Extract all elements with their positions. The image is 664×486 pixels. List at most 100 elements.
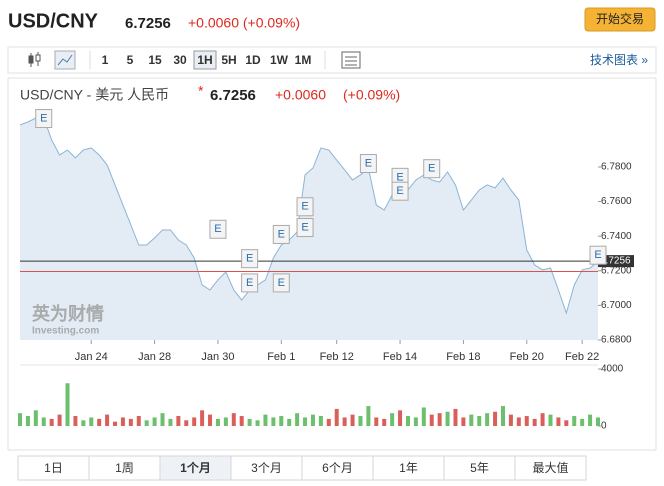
volume-bar [279, 416, 284, 426]
event-label: E [278, 277, 285, 289]
volume-bar [437, 413, 442, 426]
event-marker[interactable] [241, 273, 259, 293]
candle-icon[interactable] [28, 52, 41, 67]
event-marker[interactable] [272, 224, 290, 244]
volume-bar [184, 420, 189, 426]
event-label: E [594, 249, 601, 261]
volume-bar [263, 414, 268, 426]
event-label: E [365, 157, 372, 169]
event-marker[interactable] [241, 249, 259, 269]
event-marker[interactable] [296, 218, 314, 238]
y-tick-label: 6.7600 [601, 196, 632, 207]
event-label: E [396, 171, 403, 183]
volume-bar [556, 417, 561, 426]
interval[interactable]: 5 [127, 53, 134, 67]
chart-price: 6.7256 [210, 87, 256, 104]
range-tab-label[interactable]: 1日 [44, 461, 63, 475]
event-marker[interactable] [272, 273, 290, 293]
volume-bar [405, 416, 410, 426]
volume-bar [540, 413, 545, 426]
volume-bar [350, 414, 355, 426]
range-tab-label[interactable]: 1周 [115, 461, 134, 475]
volume-bar [271, 417, 276, 426]
trade-button[interactable] [584, 7, 656, 32]
range-tab-label[interactable]: 3个月 [251, 461, 282, 475]
volume-bar [239, 416, 244, 426]
interval[interactable]: 30 [173, 53, 187, 67]
volume-tick-label: 0 [601, 421, 607, 432]
y-tick-label: 6.7800 [601, 162, 632, 173]
tech-chart-link[interactable]: 技术图表 » [590, 53, 648, 67]
interval[interactable]: 15 [148, 53, 162, 67]
range-tab[interactable] [88, 455, 161, 481]
interval[interactable]: 1M [295, 53, 312, 67]
volume-bar [295, 413, 300, 426]
symbol: USD/CNY [8, 10, 99, 32]
chart-change: +0.0060 [275, 87, 326, 103]
current-price-label: 6.7256 [600, 256, 631, 267]
trade-button-label[interactable]: 开始交易 [596, 11, 644, 26]
volume-bar [588, 414, 593, 426]
range-tab-label[interactable]: 1个月 [180, 460, 211, 475]
chart-change-pct: (+0.09%) [343, 87, 400, 103]
volume-bar [120, 417, 125, 426]
interval[interactable]: 1D [245, 53, 261, 67]
event-marker[interactable] [209, 219, 227, 239]
volume-bar [453, 408, 458, 426]
volume-bar [215, 418, 220, 426]
volume-bar [208, 414, 213, 426]
volume-bar [500, 406, 505, 426]
volume-bar [469, 414, 474, 426]
volume-bar [374, 417, 379, 426]
event-label: E [301, 221, 308, 233]
x-tick-label: Jan 24 [75, 351, 108, 363]
volume-bar [524, 416, 529, 426]
interval[interactable]: 1W [270, 53, 289, 67]
interval[interactable]: 1 [102, 53, 109, 67]
event-marker[interactable] [391, 181, 409, 201]
event-marker[interactable] [589, 245, 607, 265]
volume-bar [73, 416, 78, 426]
event-marker[interactable] [423, 159, 441, 179]
x-tick-label: Feb 20 [510, 351, 544, 363]
volume-bar [429, 414, 434, 426]
range-tab-label[interactable]: 1年 [399, 461, 418, 475]
range-tab-label[interactable]: 5年 [470, 461, 489, 475]
volume-bar [49, 418, 54, 426]
range-tab[interactable] [443, 455, 516, 481]
volume-bar [168, 418, 173, 426]
volume-bar [97, 418, 102, 426]
toolbar [7, 46, 657, 74]
volume-bar [596, 417, 600, 426]
event-marker[interactable] [35, 109, 53, 129]
price-line [19, 117, 599, 315]
range-tab[interactable] [230, 455, 303, 481]
volume-bar [81, 420, 86, 426]
event-label: E [396, 185, 403, 197]
volume-bar [477, 416, 482, 426]
event-marker[interactable] [359, 154, 377, 174]
volume-bar [421, 407, 426, 426]
volume-bar [152, 417, 157, 426]
range-tab-label[interactable]: 6个月 [322, 461, 353, 475]
range-tab[interactable] [372, 455, 445, 481]
change: +0.0060 (+0.09%) [188, 15, 300, 31]
interval[interactable]: 5H [221, 53, 236, 67]
x-tick-label: Feb 12 [320, 351, 354, 363]
range-tab-label[interactable]: 最大值 [532, 460, 568, 475]
volume-bar [326, 418, 331, 426]
volume-bar [128, 418, 133, 426]
table-icon[interactable] [341, 51, 361, 69]
volume-bar [358, 416, 363, 426]
interval[interactable]: 1H [197, 53, 212, 67]
event-marker[interactable] [296, 197, 314, 217]
event-label: E [246, 277, 253, 289]
volume-bar [65, 383, 70, 426]
range-tab[interactable] [514, 455, 587, 481]
volume-bar [413, 417, 418, 426]
volume-bar [318, 416, 323, 426]
volume-bar [342, 417, 347, 426]
volume-bar [223, 417, 228, 426]
x-tick-label: Feb 18 [446, 351, 480, 363]
